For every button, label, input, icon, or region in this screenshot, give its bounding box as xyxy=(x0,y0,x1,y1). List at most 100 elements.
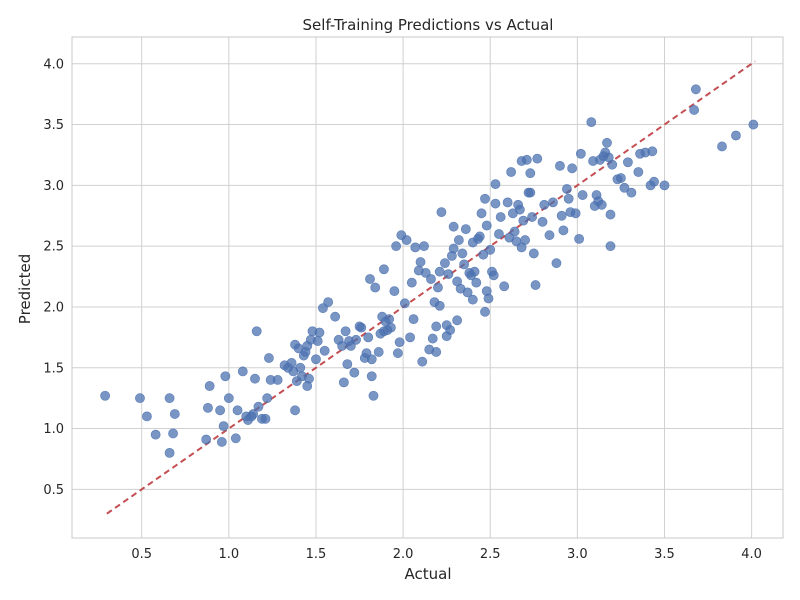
data-point xyxy=(368,390,379,401)
data-point xyxy=(480,193,490,204)
data-point xyxy=(262,393,273,404)
data-point xyxy=(605,209,616,220)
data-point xyxy=(528,248,539,259)
data-point xyxy=(717,141,727,152)
data-point xyxy=(448,221,459,232)
chart-title: Self-Training Predictions vs Actual xyxy=(303,16,554,34)
data-point xyxy=(351,334,361,345)
data-point xyxy=(405,332,415,343)
data-point xyxy=(574,233,585,244)
data-point xyxy=(408,314,419,325)
data-point xyxy=(548,197,558,208)
data-point xyxy=(373,347,384,357)
data-point xyxy=(440,258,450,269)
data-point xyxy=(649,176,659,187)
data-point xyxy=(232,405,243,416)
data-point xyxy=(349,367,360,378)
y-tick-labels: 0.5 1.0 1.5 2.0 2.5 3.0 3.5 4.0 xyxy=(43,57,64,498)
data-point xyxy=(478,249,489,260)
data-point xyxy=(401,235,412,245)
data-point xyxy=(460,224,471,235)
data-point xyxy=(338,377,349,388)
data-point xyxy=(169,409,180,419)
data-point xyxy=(323,297,334,307)
data-point xyxy=(462,287,473,298)
data-point xyxy=(215,405,226,416)
data-point xyxy=(164,393,175,404)
data-point xyxy=(567,163,578,174)
data-point xyxy=(570,208,581,219)
data-point xyxy=(469,266,480,277)
data-point xyxy=(633,167,644,177)
data-point xyxy=(436,207,447,218)
data-point xyxy=(521,154,532,165)
data-point xyxy=(474,231,485,242)
data-point xyxy=(453,235,464,245)
data-point xyxy=(527,212,537,222)
data-point xyxy=(626,187,637,198)
data-point xyxy=(379,264,389,275)
data-point xyxy=(290,405,300,416)
data-point xyxy=(556,210,567,221)
data-point xyxy=(457,248,468,259)
data-point xyxy=(659,180,670,191)
data-point xyxy=(427,333,438,344)
data-point xyxy=(555,160,565,171)
y-tick-label: 4.0 xyxy=(43,57,64,72)
data-point xyxy=(514,204,525,215)
x-axis-label: Actual xyxy=(405,565,452,583)
data-point xyxy=(363,332,374,343)
data-point xyxy=(434,266,445,277)
data-point xyxy=(495,212,506,222)
data-point xyxy=(431,347,442,357)
data-point xyxy=(311,354,321,365)
data-point xyxy=(417,356,428,367)
y-tick-label: 1.5 xyxy=(43,361,64,376)
data-point xyxy=(431,321,442,332)
data-point xyxy=(168,428,178,439)
data-point xyxy=(135,393,145,404)
y-tick-label: 0.5 xyxy=(43,483,64,498)
data-point xyxy=(467,294,478,305)
data-point xyxy=(518,215,529,226)
data-point xyxy=(370,282,381,293)
data-point xyxy=(494,229,504,239)
plot-area-frame xyxy=(71,36,784,539)
data-point xyxy=(223,393,234,404)
data-point xyxy=(248,409,259,419)
data-point xyxy=(480,306,490,317)
data-point xyxy=(476,208,487,219)
data-point xyxy=(392,348,403,359)
data-point xyxy=(365,274,375,284)
data-point xyxy=(485,244,496,255)
data-point xyxy=(488,270,499,281)
data-point xyxy=(509,226,520,237)
data-point xyxy=(551,258,562,269)
data-point xyxy=(602,137,612,148)
data-point xyxy=(502,197,513,208)
data-point xyxy=(419,241,429,252)
data-point xyxy=(342,359,353,370)
x-tick-label: 0.5 xyxy=(131,547,152,562)
data-point xyxy=(164,447,175,458)
data-point xyxy=(330,311,341,322)
data-point xyxy=(558,225,569,236)
data-point xyxy=(295,362,306,373)
data-point xyxy=(314,327,325,338)
data-point xyxy=(356,322,367,333)
data-point xyxy=(304,373,314,384)
data-point xyxy=(434,300,445,311)
data-point xyxy=(386,322,396,333)
data-point xyxy=(230,433,241,444)
data-point xyxy=(539,199,550,210)
x-tick-label: 2.0 xyxy=(393,547,414,562)
data-point xyxy=(237,366,248,377)
data-point xyxy=(250,373,260,384)
data-points xyxy=(100,84,759,458)
y-tick-label: 2.0 xyxy=(43,300,64,315)
data-point xyxy=(433,282,443,293)
data-point xyxy=(445,325,456,335)
data-point xyxy=(220,371,231,382)
data-point xyxy=(216,437,227,447)
y-tick-label: 1.0 xyxy=(43,422,64,437)
